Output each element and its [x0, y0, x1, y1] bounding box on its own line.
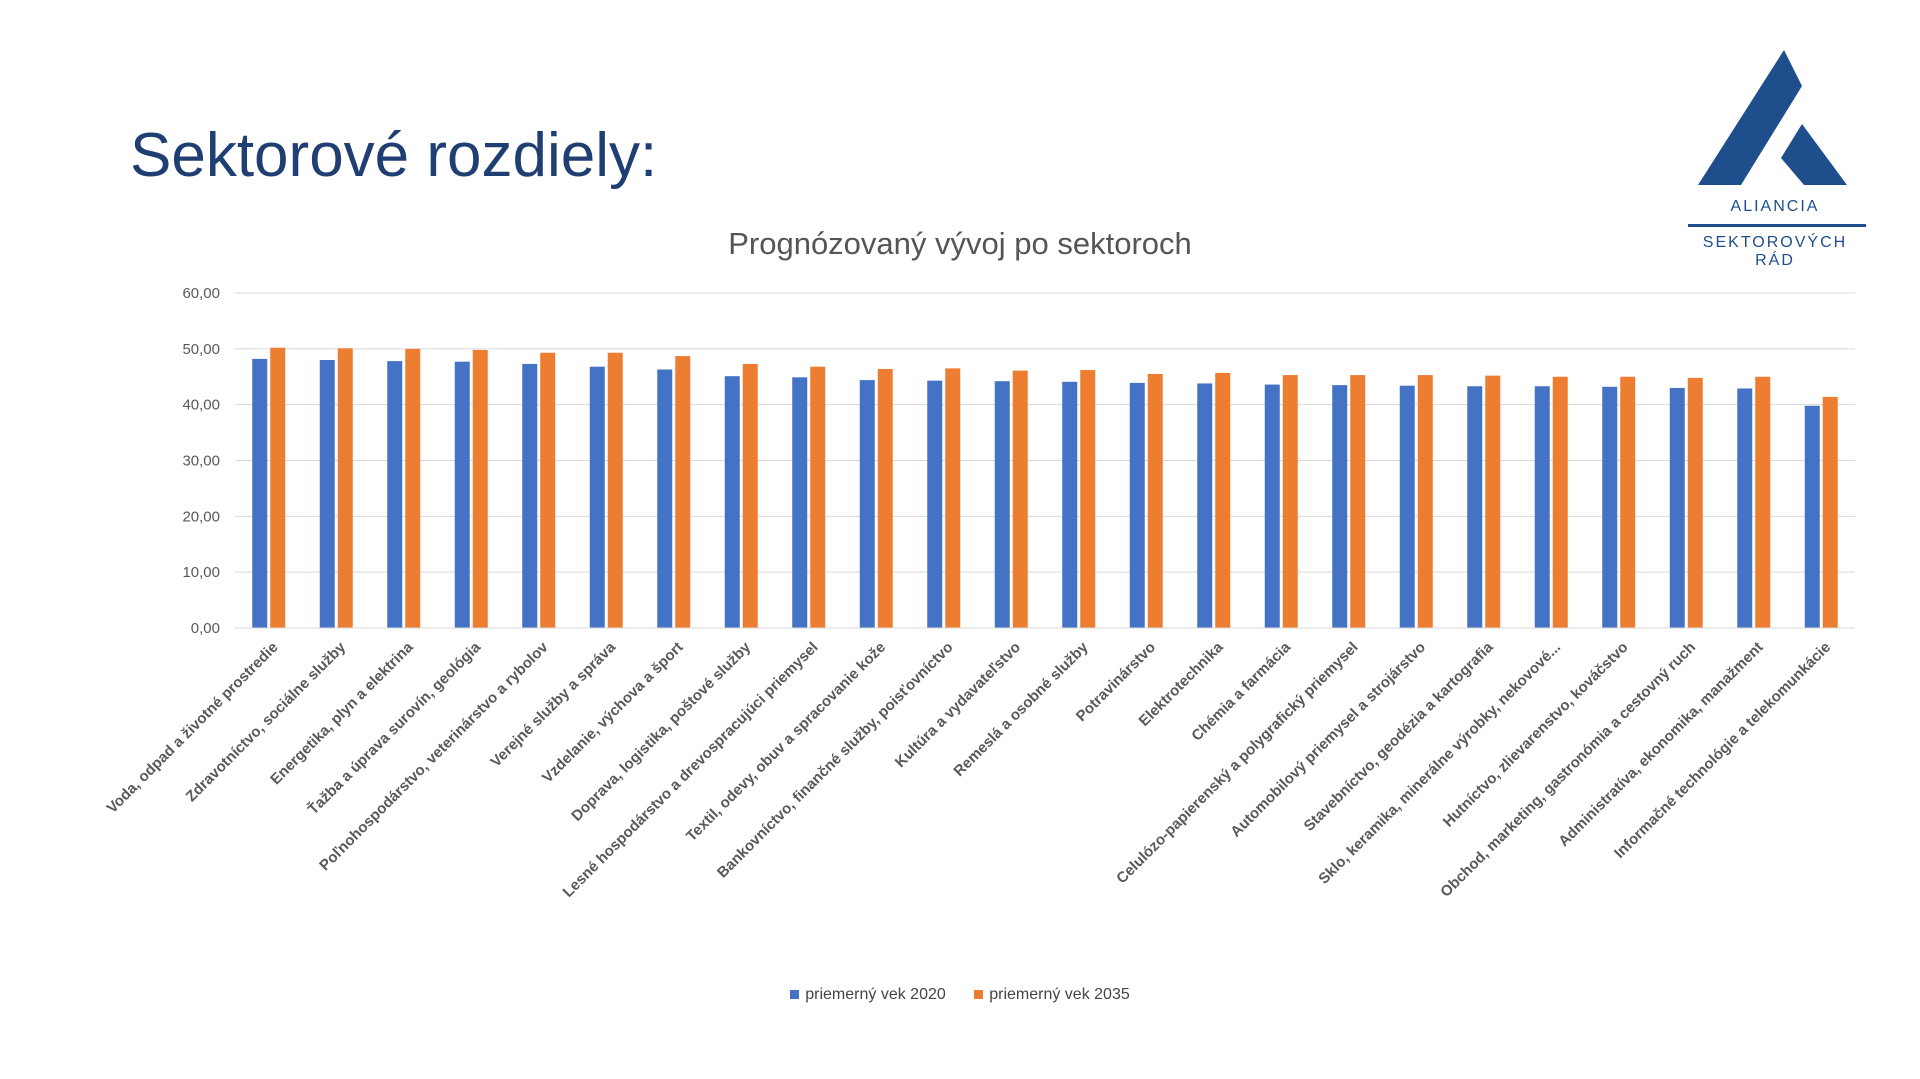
logo-divider	[1688, 224, 1866, 227]
bar-2020	[1534, 386, 1550, 628]
bar-2035	[607, 352, 623, 628]
legend-label-2035: priemerný vek 2035	[989, 986, 1130, 1003]
x-category-label: Energetika, plyn a elektrina	[267, 638, 417, 788]
legend-swatch-2020	[790, 990, 800, 1000]
bar-2035	[1282, 375, 1298, 628]
x-category-label: Bankovníctvo, finančné služby, poisťovní…	[714, 639, 957, 882]
bar-2020	[1197, 383, 1213, 628]
legend-label-2020: priemerný vek 2020	[805, 986, 946, 1003]
bar-2020	[1264, 384, 1280, 628]
y-tick-label: 50,00	[182, 341, 220, 358]
bar-2035	[1215, 372, 1231, 628]
bar-2020	[1332, 385, 1348, 628]
bar-2035	[1755, 376, 1771, 628]
bar-2020	[792, 377, 808, 628]
x-category-label: Poľnohospodárstvo, veterinárstvo a rybol…	[316, 638, 552, 874]
bar-2035	[1350, 375, 1366, 628]
bar-2020	[724, 376, 740, 628]
aliancia-logo: ALIANCIA SEKTOROVÝCH RÁD	[1680, 48, 1870, 269]
y-tick-label: 20,00	[182, 508, 220, 525]
legend-item-2035: priemerný vek 2035	[974, 986, 1130, 1004]
logo-text-sektorovych-rad: SEKTOROVÝCH RÁD	[1702, 234, 1848, 269]
bar-2035	[1417, 375, 1433, 628]
bar-2020	[387, 361, 403, 628]
bar-2020	[1467, 386, 1483, 628]
x-category-label: Celulózo-papierenský a polygrafický prie…	[1113, 639, 1361, 887]
bar-2035	[877, 368, 893, 628]
bar-2035	[1147, 373, 1163, 628]
bar-2035	[810, 366, 826, 628]
chart-legend: priemerný vek 2020 priemerný vek 2035	[0, 986, 1920, 1004]
y-tick-label: 60,00	[182, 285, 220, 302]
bar-2020	[454, 361, 470, 628]
y-tick-label: 30,00	[182, 453, 220, 470]
bar-2020	[1129, 382, 1145, 628]
bar-2020	[1399, 385, 1415, 628]
bar-2020	[522, 363, 538, 628]
bar-2035	[270, 347, 286, 628]
bar-2035	[337, 348, 353, 628]
bar-2020	[252, 358, 268, 628]
bar-2035	[1080, 370, 1096, 628]
bar-2035	[945, 368, 961, 628]
x-category-label: Sklo, keramika, minerálne výrobky, nekov…	[1315, 639, 1564, 888]
bar-2020	[657, 369, 673, 628]
bar-2020	[1062, 381, 1078, 628]
bar-2035	[1822, 396, 1838, 628]
x-category-label: Remeslá a osobné služby	[950, 638, 1092, 780]
bar-2020	[927, 380, 943, 628]
bar-2035	[1012, 370, 1028, 628]
bar-2020	[319, 360, 335, 628]
x-category-label: Lesné hospodárstvo a drevospracujúci pri…	[560, 639, 822, 901]
y-tick-label: 10,00	[182, 564, 220, 581]
bar-2035	[1485, 375, 1501, 628]
bar-2035	[742, 363, 758, 628]
bar-2020	[1804, 405, 1820, 628]
bar-2020	[1737, 388, 1753, 628]
bar-2035	[1552, 376, 1568, 628]
bar-2020	[994, 381, 1010, 628]
x-category-label: Obchod, marketing, gastronómia a cestovn…	[1437, 639, 1699, 901]
x-category-label: Vzdelanie, výchova a šport	[539, 639, 687, 787]
bar-2035	[540, 352, 556, 628]
chart-title: Prognózovaný vývoj po sektoroch	[728, 226, 1192, 261]
y-tick-label: 40,00	[182, 397, 220, 414]
legend-item-2020: priemerný vek 2020	[790, 986, 946, 1004]
y-tick-label: 0,00	[191, 620, 220, 637]
bar-2020	[859, 380, 875, 628]
logo-triangle-icon	[1698, 50, 1847, 185]
bar-2035	[1687, 377, 1703, 628]
bar-2035	[405, 348, 421, 628]
x-category-label: Kultúra a vydavateľstvo	[892, 639, 1024, 771]
legend-swatch-2035	[974, 990, 984, 1000]
x-category-label: Verejné služby a správa	[487, 638, 619, 770]
bar-2020	[1602, 386, 1618, 628]
bar-2035	[675, 356, 691, 628]
logo-text-aliancia: ALIANCIA	[1730, 198, 1820, 215]
bar-2035	[472, 349, 488, 628]
slide-title: Sektorové rozdiely:	[130, 121, 658, 190]
bar-2035	[1620, 376, 1636, 628]
bar-2020	[589, 366, 605, 628]
bar-2020	[1669, 387, 1685, 628]
